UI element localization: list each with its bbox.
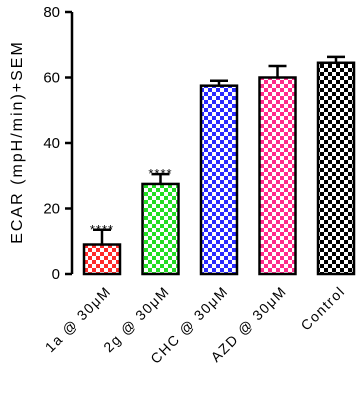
y-axis-label: ECAR (mpH/min)+SEM <box>9 40 26 244</box>
significance-labels: **** **** <box>90 166 172 237</box>
y-axis: 0 20 40 60 80 <box>43 4 74 283</box>
y-tick-label: 60 <box>43 70 60 87</box>
significance-label: **** <box>148 166 172 181</box>
error-bars <box>93 55 345 245</box>
bar <box>199 84 239 276</box>
bars <box>82 61 356 276</box>
y-tick-label: 20 <box>43 201 60 218</box>
bar <box>82 243 122 276</box>
y-tick-label: 80 <box>43 4 60 21</box>
bar <box>258 76 297 276</box>
bar <box>141 182 180 276</box>
y-tick-label: 40 <box>43 135 60 152</box>
x-tick-label: Control <box>297 283 348 334</box>
bar <box>316 61 356 276</box>
y-tick-label: 0 <box>52 266 60 283</box>
significance-label: **** <box>90 222 114 237</box>
